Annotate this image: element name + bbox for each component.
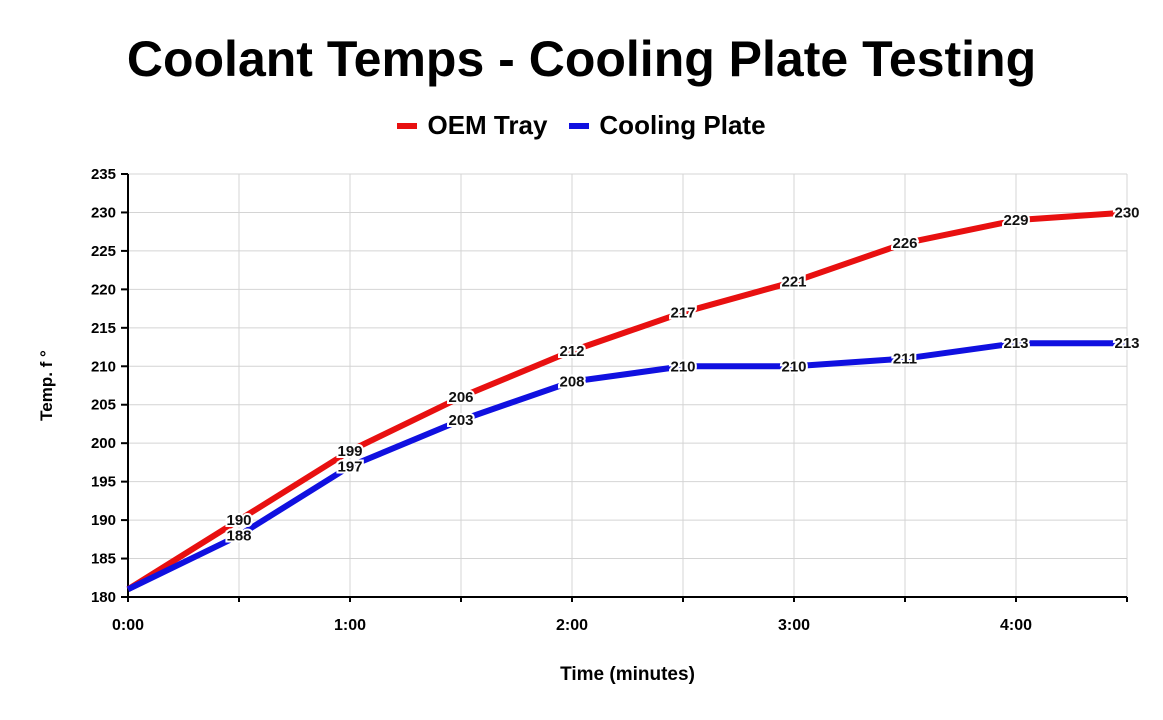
y-tick-label: 200 — [91, 435, 116, 452]
y-tick-label: 205 — [91, 397, 116, 414]
legend-item-cooling-plate: Cooling Plate — [569, 110, 766, 141]
data-label: 199 — [337, 443, 362, 460]
x-tick-label: 2:00 — [556, 617, 588, 634]
data-label: 190 — [226, 512, 251, 529]
y-tick-label: 220 — [91, 281, 116, 298]
data-label: 212 — [559, 343, 584, 360]
legend-swatch — [397, 122, 418, 129]
data-label: 206 — [448, 389, 473, 406]
y-tick-label: 225 — [91, 243, 116, 260]
x-tick-label: 4:00 — [1000, 617, 1032, 634]
x-tick-label: 1:00 — [334, 617, 366, 634]
data-label: 229 — [1003, 212, 1028, 229]
y-tick-label: 230 — [91, 204, 116, 221]
data-label: 230 — [1114, 204, 1139, 221]
data-label: 211 — [893, 351, 917, 368]
legend-label: OEM Tray — [427, 110, 548, 140]
y-tick-label: 190 — [91, 512, 116, 529]
data-label: 217 — [670, 304, 695, 321]
data-label: 213 — [1114, 335, 1139, 352]
y-axis-label: Temp. f ° — [37, 350, 56, 421]
legend: OEM Tray Cooling Plate — [0, 110, 1163, 141]
y-tick-label: 210 — [91, 358, 116, 375]
data-label: 210 — [670, 358, 695, 375]
data-label: 188 — [226, 527, 251, 544]
y-tick-label: 185 — [91, 551, 116, 568]
legend-label: Cooling Plate — [599, 110, 766, 140]
legend-swatch — [569, 122, 590, 129]
series-line-cooling-plate — [126, 340, 1127, 593]
data-label: 226 — [892, 235, 917, 252]
x-tick-label: 3:00 — [778, 617, 810, 634]
y-tick-label: 195 — [91, 474, 116, 491]
x-tick-label: 0:00 — [112, 617, 144, 634]
chart-title: Coolant Temps - Cooling Plate Testing — [126, 31, 1037, 87]
data-label: 203 — [448, 412, 473, 429]
data-label: 208 — [559, 374, 584, 391]
y-tick-label: 180 — [91, 589, 116, 606]
data-label: 213 — [1003, 335, 1028, 352]
legend-item-oem-tray: OEM Tray — [397, 110, 547, 141]
x-axis-label: Time (minutes) — [560, 664, 695, 685]
y-tick-label: 235 — [91, 166, 116, 183]
data-label: 197 — [337, 458, 362, 475]
series-line-oem-tray — [126, 209, 1128, 592]
data-label: 210 — [781, 358, 806, 375]
data-label: 221 — [781, 274, 806, 291]
y-tick-label: 215 — [91, 320, 116, 337]
